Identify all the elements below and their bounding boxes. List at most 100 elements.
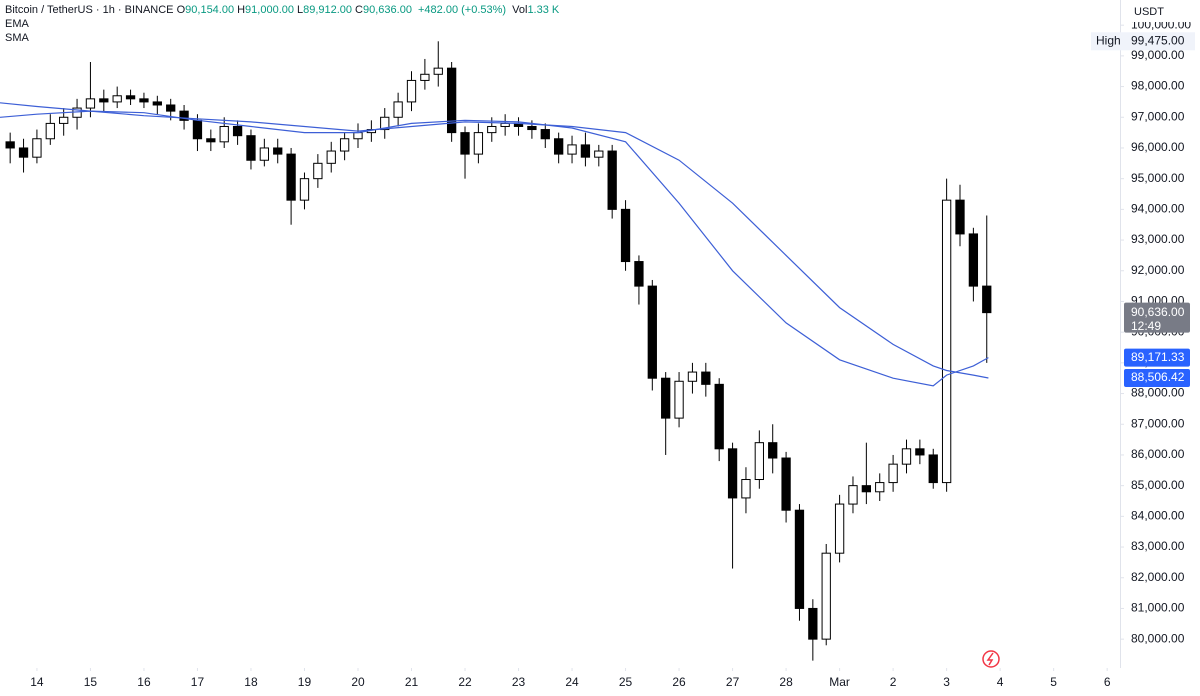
candle-body	[594, 150, 604, 158]
ohlc-value: 91,000.00	[245, 4, 294, 16]
high-price-box	[1125, 32, 1195, 51]
ohlc-value: 90,154.00	[185, 4, 235, 16]
candle-body	[393, 101, 403, 118]
candle-body	[179, 110, 189, 121]
candle-body	[834, 503, 845, 554]
indicator-price-label: 89,171.33	[1131, 350, 1185, 364]
ohlc-key: C	[355, 4, 363, 16]
candle-body	[527, 125, 537, 131]
candle-body	[112, 95, 122, 103]
candle-body	[848, 485, 858, 505]
candle-body	[166, 104, 176, 112]
volume-value: 1.33 K	[527, 4, 560, 16]
high-box	[1091, 32, 1125, 51]
candle-body	[741, 479, 751, 499]
x-tick-label: 22	[458, 675, 472, 689]
symbol: Bitcoin / TetherUS · 1h · BINANCE	[5, 4, 174, 16]
y-tick-label: 80,000.00	[1131, 631, 1185, 645]
candle-body	[152, 101, 162, 106]
indicator-price-box	[1124, 348, 1190, 367]
currency-box	[1124, 0, 1200, 22]
ohlc: O90,154.00 H91,000.00 L89,912.00 C90,636.00	[177, 4, 415, 16]
x-tick-label: 28	[779, 675, 793, 689]
last-price-label: 90,636.00	[1131, 305, 1185, 319]
candle-body	[861, 485, 872, 493]
x-tick-label: 19	[298, 675, 312, 689]
volume-key: Vol	[512, 4, 528, 16]
candle-body	[353, 132, 363, 140]
candle-body	[232, 125, 243, 137]
candle-body	[540, 129, 550, 140]
candle-body	[85, 98, 96, 109]
ohlc-key: O	[176, 4, 186, 16]
candle-body	[32, 138, 42, 158]
candle-body	[607, 150, 617, 210]
candle-body	[5, 141, 15, 149]
price-axis: 80,000.00 81,000.00 82,000.00 83,000.00 84,0…	[1120, 17, 1191, 645]
candle-body	[620, 208, 631, 263]
candle-body	[661, 377, 671, 419]
candle-body	[982, 285, 992, 314]
x-tick-label: Mar	[829, 675, 850, 689]
candle-body	[500, 122, 510, 127]
candle-body	[139, 98, 149, 103]
candle-body	[246, 135, 256, 161]
candle-body	[915, 448, 925, 456]
y-tick-label: 99,000.00	[1131, 48, 1185, 62]
change: +482.00 (+0.53%)	[418, 4, 507, 16]
candle-body	[339, 138, 350, 152]
candle-body	[433, 67, 443, 75]
y-tick-label: 95,000.00	[1131, 171, 1185, 185]
candle-body	[313, 162, 323, 180]
candle-body	[473, 132, 484, 155]
candle-body	[901, 448, 912, 465]
candle-body	[206, 138, 216, 143]
ohlc-key: H	[237, 4, 246, 16]
candle-body	[580, 144, 591, 158]
candle-body	[768, 442, 778, 459]
ohlc-value: 89,912.00	[303, 4, 353, 16]
x-tick-label: 2	[890, 675, 897, 689]
y-tick-label: 94,000.00	[1131, 202, 1185, 216]
candle-body	[45, 122, 55, 140]
candle-body	[821, 552, 831, 640]
x-tick-label: 16	[137, 675, 151, 689]
indicator-name: EMA	[5, 18, 29, 30]
x-tick-label: 25	[619, 675, 633, 689]
candle-body	[273, 147, 283, 155]
y-tick-label: 88,000.00	[1131, 386, 1185, 400]
y-tick-label: 81,000.00	[1131, 601, 1185, 615]
candle-body	[647, 285, 657, 379]
x-tick-label: 5	[1050, 675, 1057, 689]
candle-body	[446, 67, 457, 134]
y-tick-label: 85,000.00	[1131, 478, 1185, 492]
candle-body	[460, 132, 470, 155]
high-price-label: 99,475.00	[1131, 33, 1185, 47]
x-tick-label: 4	[997, 675, 1004, 689]
y-tick-label: 83,000.00	[1131, 539, 1185, 553]
candle-body	[968, 233, 979, 287]
candle-body	[808, 607, 818, 640]
legend: Bitcoin / TetherUS · 1h · BINANCE O90,15…	[5, 3, 562, 45]
x-tick-label: 17	[191, 675, 205, 689]
candle-body	[554, 138, 564, 155]
indicators: EMA SMA	[5, 17, 562, 45]
y-tick-label: 93,000.00	[1131, 232, 1185, 246]
candle-body	[794, 509, 805, 609]
candle-body	[928, 454, 938, 484]
candle-body	[781, 457, 791, 511]
candle-body	[286, 153, 296, 201]
indicator-line	[0, 102, 989, 379]
indicator-line	[0, 110, 989, 387]
last-price-box	[1124, 302, 1190, 333]
x-tick-label: 18	[244, 675, 258, 689]
indicator-price-box	[1124, 369, 1190, 388]
x-tick-label: 20	[351, 675, 365, 689]
candle-body	[941, 199, 952, 484]
ohlc-value: 90,636.00	[363, 4, 412, 16]
candle-body	[99, 98, 109, 103]
indicator-name: SMA	[5, 32, 29, 44]
x-tick-label: 3	[943, 675, 950, 689]
